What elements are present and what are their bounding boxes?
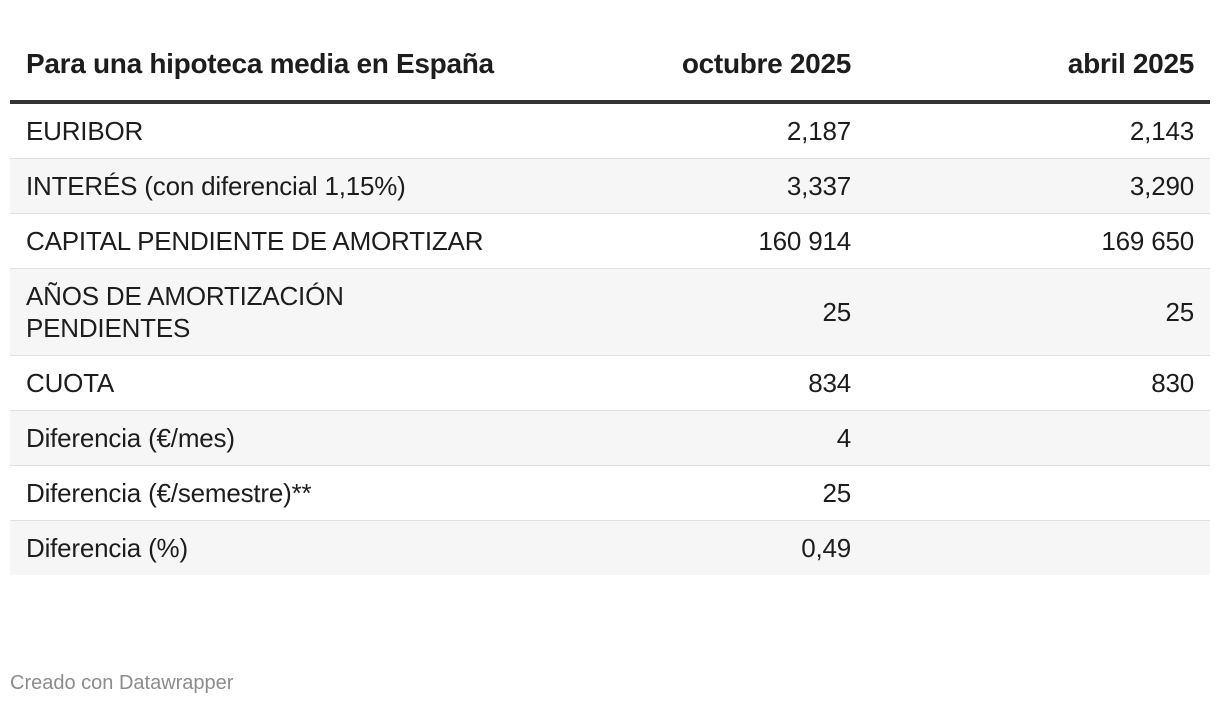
- row-label: INTERÉS (con diferencial 1,15%): [10, 158, 510, 214]
- row-value-october: 25: [510, 465, 867, 521]
- table-row: EURIBOR 2,187 2,143: [10, 102, 1210, 159]
- row-value-october: 2,187: [510, 102, 867, 159]
- row-value-april: 169 650: [867, 213, 1210, 269]
- row-label: EURIBOR: [10, 102, 510, 159]
- row-label: CUOTA: [10, 355, 510, 411]
- row-value-april: 2,143: [867, 102, 1210, 159]
- header-column-october-2025: octubre 2025: [510, 44, 867, 104]
- row-label: Diferencia (€/semestre)**: [10, 465, 510, 521]
- row-value-april: 3,290: [867, 158, 1210, 214]
- row-value-october: 834: [510, 355, 867, 411]
- row-value-april: 25: [867, 268, 1210, 356]
- row-label: Diferencia (€/mes): [10, 410, 510, 466]
- row-value-october: 0,49: [510, 520, 867, 575]
- row-value-april: [867, 465, 1210, 521]
- row-value-april: 830: [867, 355, 1210, 411]
- header-row: Para una hipoteca media en España octubr…: [10, 44, 1210, 104]
- table-row: Diferencia (€/semestre)** 25: [10, 465, 1210, 521]
- row-label: AÑOS DE AMORTIZACIÓN PENDIENTES: [10, 268, 510, 356]
- table-row: AÑOS DE AMORTIZACIÓN PENDIENTES 25 25: [10, 268, 1210, 356]
- table-header: Para una hipoteca media en España octubr…: [10, 44, 1210, 104]
- data-table: Para una hipoteca media en España octubr…: [10, 44, 1210, 575]
- header-column-april-2025: abril 2025: [867, 44, 1210, 104]
- table-row: CUOTA 834 830: [10, 355, 1210, 411]
- table-row: Diferencia (%) 0,49: [10, 520, 1210, 575]
- table-row: INTERÉS (con diferencial 1,15%) 3,337 3,…: [10, 158, 1210, 214]
- row-value-october: 25: [510, 268, 867, 356]
- table-row: CAPITAL PENDIENTE DE AMORTIZAR 160 914 1…: [10, 213, 1210, 269]
- table-row: Diferencia (€/mes) 4: [10, 410, 1210, 466]
- row-value-april: [867, 410, 1210, 466]
- row-value-october: 3,337: [510, 158, 867, 214]
- datawrapper-credit[interactable]: Creado con Datawrapper: [10, 672, 234, 694]
- row-label: CAPITAL PENDIENTE DE AMORTIZAR: [10, 213, 510, 269]
- header-label: Para una hipoteca media en España: [10, 44, 510, 104]
- row-label: Diferencia (%): [10, 520, 510, 575]
- row-value-october: 4: [510, 410, 867, 466]
- row-value-april: [867, 520, 1210, 575]
- row-value-october: 160 914: [510, 213, 867, 269]
- table-body: EURIBOR 2,187 2,143 INTERÉS (con diferen…: [10, 102, 1210, 575]
- data-table-container: Para una hipoteca media en España octubr…: [10, 44, 1210, 575]
